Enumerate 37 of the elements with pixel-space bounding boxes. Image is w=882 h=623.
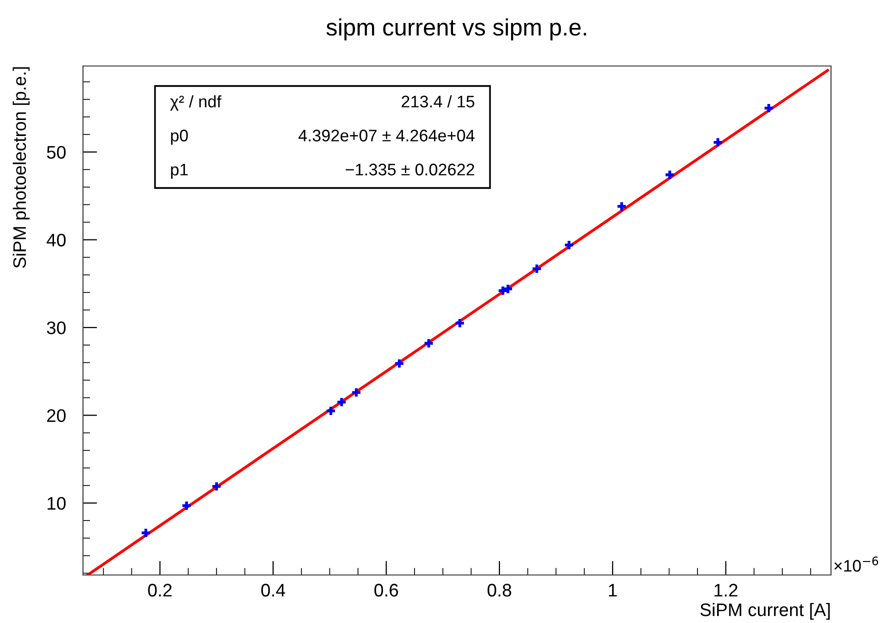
y-tick-label: 50 bbox=[46, 146, 66, 159]
point bbox=[564, 240, 574, 250]
y-tick-label: 10 bbox=[48, 496, 66, 510]
annotation: p1 bbox=[171, 164, 188, 179]
point bbox=[532, 264, 541, 273]
y-tick-label: 30 bbox=[46, 321, 66, 334]
point bbox=[504, 284, 512, 294]
point bbox=[212, 482, 221, 491]
point bbox=[456, 318, 464, 328]
point bbox=[714, 138, 722, 147]
annotation: 213.4 / 15 bbox=[402, 95, 474, 108]
point bbox=[142, 528, 150, 538]
annotation: χ² / ndf bbox=[170, 95, 222, 111]
chart-title: sipm current vs sipm p.e. bbox=[326, 18, 586, 40]
y-tick-label: 40 bbox=[46, 234, 66, 246]
x-tick-label: 0.4 bbox=[261, 584, 286, 597]
x-tick-label: 0.2 bbox=[148, 584, 172, 597]
point bbox=[617, 202, 626, 211]
point bbox=[395, 359, 404, 368]
x-tick-label: 1.2 bbox=[714, 584, 738, 596]
point bbox=[337, 398, 346, 406]
x-tick-label: 1 bbox=[608, 584, 617, 596]
annotation: −1.335 ± 0.02622 bbox=[346, 164, 474, 176]
point bbox=[666, 170, 674, 179]
point bbox=[182, 502, 191, 510]
point bbox=[326, 406, 335, 416]
point bbox=[764, 104, 773, 112]
annotation: p0 bbox=[171, 130, 188, 145]
text: ×10$^{−6}$ bbox=[834, 556, 878, 572]
annotation: 4.392e+07 ± 4.264e+04 bbox=[298, 130, 475, 142]
point bbox=[424, 339, 433, 348]
point bbox=[352, 388, 360, 397]
y-axis-title: SiPM photoelectron [p.e.] bbox=[12, 67, 30, 268]
x-tick-label: 0.8 bbox=[488, 584, 512, 597]
x-tick-label: 0.6 bbox=[374, 584, 398, 597]
y-tick-label: 20 bbox=[47, 409, 66, 422]
x-axis-title: SiPM current [A] bbox=[700, 602, 830, 620]
